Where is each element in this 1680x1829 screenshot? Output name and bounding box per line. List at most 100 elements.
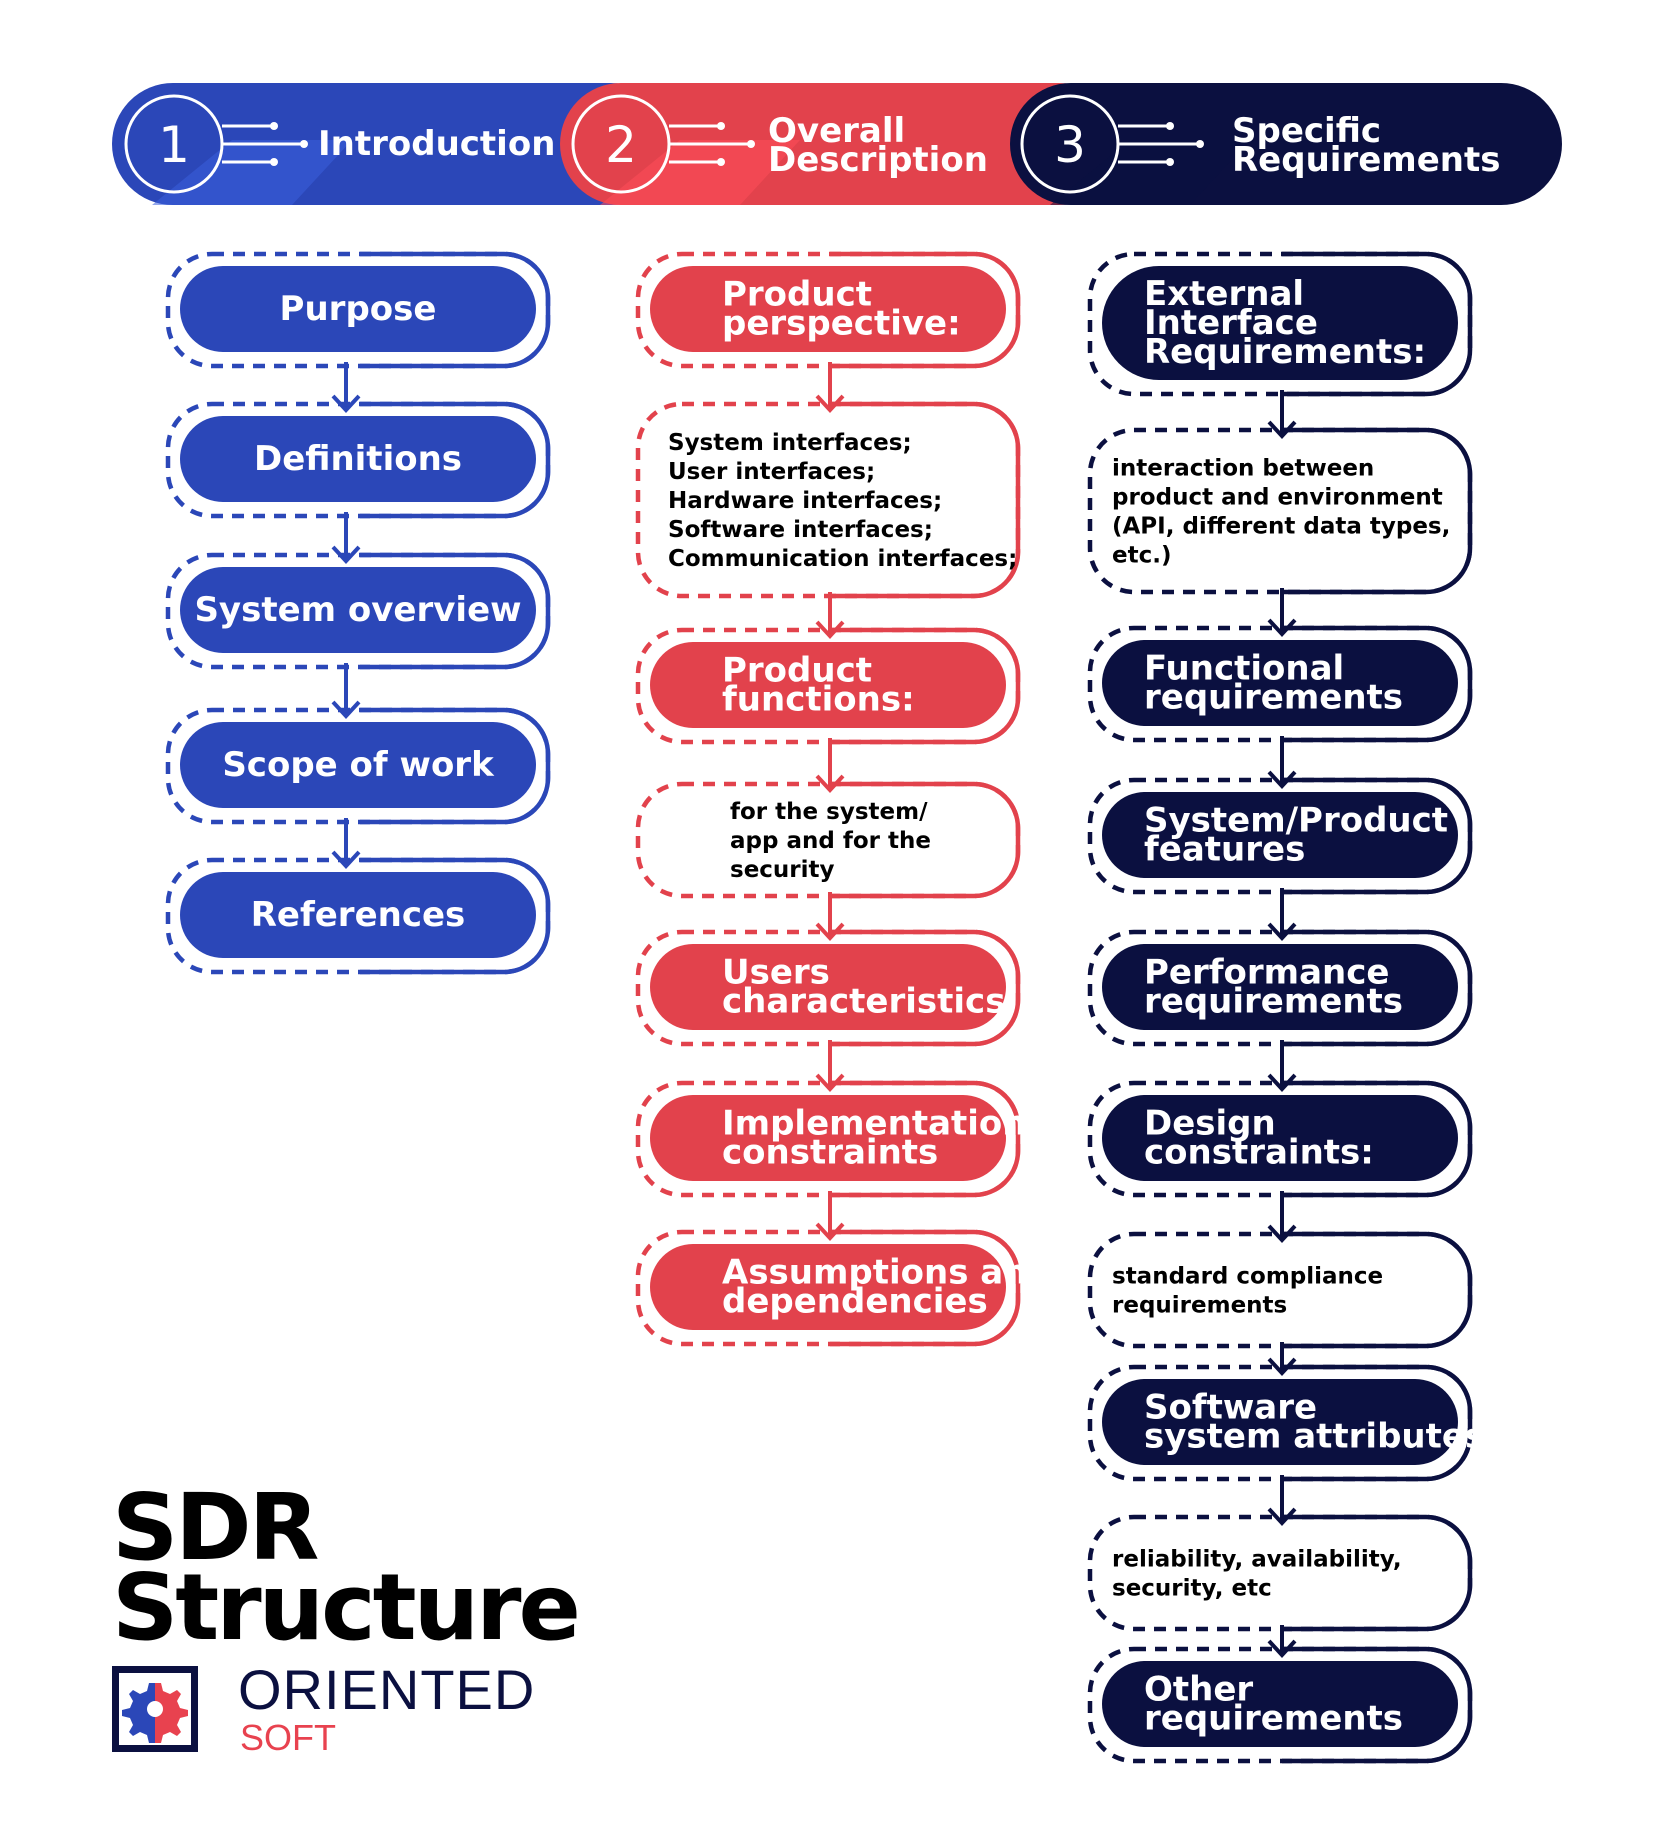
flow-arrowhead (815, 620, 845, 639)
flow-arrowhead (1267, 1357, 1297, 1376)
definitions-box: Definitions (165, 401, 551, 564)
connector-dot (300, 140, 308, 148)
pill-fill (1102, 1661, 1458, 1747)
definitions-line-1: Definitions (254, 439, 462, 479)
header-title-line-1: Introduction (318, 124, 555, 164)
connector-dot (1196, 140, 1204, 148)
flow-arrowhead (815, 394, 845, 413)
dashed-frame (1087, 929, 1473, 1047)
header-title-line-1: Specific (1232, 111, 1381, 151)
interaction-note: interaction between product and environme… (1087, 427, 1473, 637)
flow-arrowhead (1267, 770, 1297, 789)
interaction-note-line-3: (API, different data types, (1112, 514, 1450, 540)
dashed-frame (165, 707, 551, 825)
product-perspective-line-2: perspective: (722, 304, 961, 344)
other-requirements-line-1: Other (1144, 1670, 1253, 1710)
references-box: References (165, 857, 551, 975)
external-interface-requirements-line-2: Interface (1144, 303, 1318, 343)
attributes-note: reliability, availability, security, etc (1087, 1514, 1473, 1658)
flow-arrowhead (1267, 420, 1297, 439)
pill-fill (180, 266, 536, 352)
pill-fill (1102, 1095, 1458, 1181)
interfaces-note-line-4: Software interfaces; (668, 517, 933, 543)
solid-frame-edge (360, 401, 551, 519)
pill-fill (180, 567, 536, 653)
gear-logo-icon (112, 1666, 198, 1752)
interaction-note-line-4: etc.) (1112, 543, 1171, 569)
solid-frame-edge (1282, 929, 1473, 1047)
oriented-soft-logo: ORIENTED SOFT (112, 1660, 672, 1762)
header-title-line-2: Description (768, 140, 988, 180)
functions-note: for the system/app and for the security (635, 781, 1021, 941)
solid-frame-edge (360, 552, 551, 670)
header-segment-shade (1050, 140, 1250, 205)
step-number: 3 (1054, 116, 1086, 174)
flow-arrowhead (815, 1222, 845, 1241)
pill-fill (650, 266, 1006, 352)
users-characteristics-line-2: characteristics (722, 982, 1005, 1022)
solid-frame-edge (1282, 1080, 1473, 1198)
solid-frame-edge (360, 857, 551, 975)
columns: Purpose Definitions System overview Scope o… (165, 251, 1485, 1764)
product-functions-line-1: Product (722, 651, 872, 691)
flow-arrowhead (331, 850, 361, 869)
system-overview-box: System overview (165, 552, 551, 719)
connector-dot (717, 122, 725, 130)
dashed-frame (1087, 625, 1473, 743)
interfaces-note-line-1: System interfaces; (668, 430, 912, 456)
purpose-box: Purpose (165, 251, 551, 413)
pill-fill (1102, 1379, 1458, 1465)
purpose-line-1: Purpose (280, 289, 437, 329)
pill-fill (180, 872, 536, 958)
dashed-frame (635, 1080, 1021, 1198)
column-1: Purpose Definitions System overview Scope o… (165, 251, 551, 975)
logo-subtitle: SOFT (240, 1717, 336, 1758)
dashed-frame (635, 251, 1021, 369)
solid-frame-edge (1282, 625, 1473, 743)
external-interface-requirements-line-1: External (1144, 274, 1304, 314)
flow-arrowhead (1267, 1224, 1297, 1243)
flow-arrowhead (1267, 1073, 1297, 1092)
dashed-frame (635, 781, 1021, 899)
dashed-frame (1087, 1364, 1473, 1482)
connector-dot (270, 158, 278, 166)
flow-arrowhead (1267, 618, 1297, 637)
system-overview-line-1: System overview (194, 590, 521, 630)
dashed-frame (1087, 1231, 1473, 1349)
flow-arrowhead (815, 922, 845, 941)
sdr-structure-title: SDR Structure (112, 1474, 581, 1654)
design-constraints-line-1: Design (1144, 1104, 1276, 1144)
solid-frame-edge (830, 1080, 1021, 1198)
dashed-frame (165, 552, 551, 670)
pill-fill (1102, 266, 1458, 380)
solid-frame-edge (830, 251, 1021, 369)
dashed-frame (1087, 1646, 1473, 1764)
interfaces-note-line-2: User interfaces; (668, 459, 875, 485)
functional-requirements-line-2: requirements (1144, 678, 1403, 718)
assumptions-dependencies-line-1: Assumptions and (722, 1253, 1052, 1293)
implementation-constraints-line-1: Implementation (722, 1104, 1027, 1144)
assumptions-dependencies-line-2: dependencies (722, 1282, 988, 1322)
title-line-1: SDR (112, 1474, 319, 1581)
dashed-frame (635, 1229, 1021, 1347)
flow-arrowhead (1267, 1507, 1297, 1526)
system-product-features-line-2: features (1144, 830, 1305, 870)
scope-of-work-box: Scope of work (165, 707, 551, 869)
header-title-line-2: Requirements (1232, 140, 1500, 180)
flow-arrowhead (815, 1073, 845, 1092)
header-title-line-1: Overall (768, 111, 905, 151)
flow-arrowhead (1267, 1639, 1297, 1658)
connector-dot (747, 140, 755, 148)
connector-dot (717, 158, 725, 166)
users-characteristics-line-1: Users (722, 953, 830, 993)
flow-arrowhead (331, 394, 361, 413)
functions-note-line-2: app and for the (730, 828, 931, 854)
solid-frame-edge (830, 1229, 1021, 1347)
solid-frame-edge (830, 929, 1021, 1047)
